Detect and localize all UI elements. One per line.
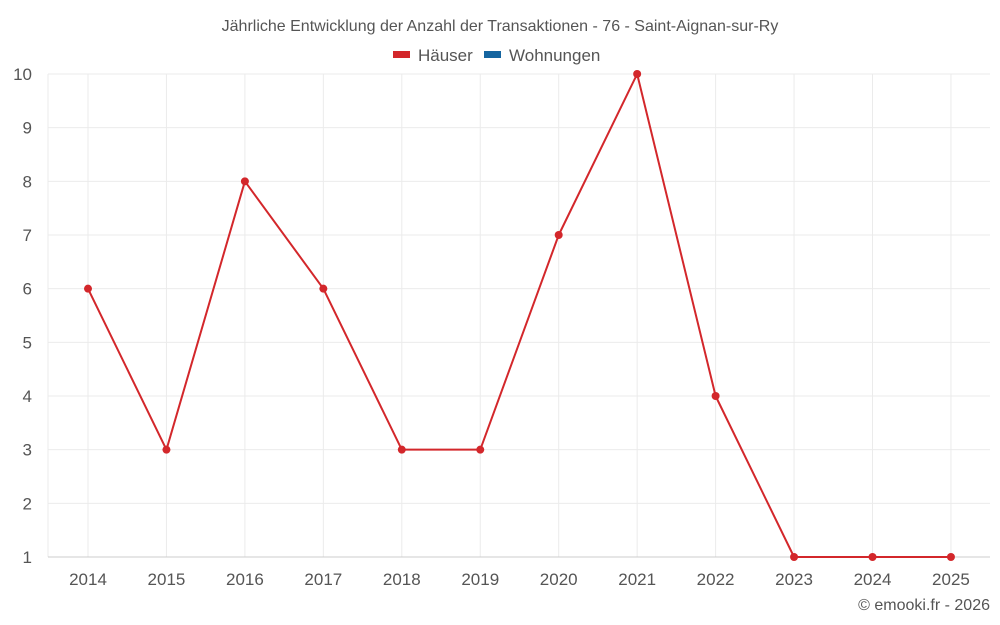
data-point[interactable] <box>319 284 328 293</box>
legend: Häuser Wohnungen <box>393 46 600 65</box>
data-point[interactable] <box>946 553 955 561</box>
data-point[interactable] <box>84 284 92 293</box>
y-axis-ticks: 1 2 3 4 5 6 7 8 9 10 <box>13 65 32 567</box>
y-tick-label: 8 <box>23 172 32 191</box>
data-point[interactable] <box>476 445 485 454</box>
x-tick-label: 2020 <box>540 570 578 589</box>
y-tick-label: 7 <box>23 226 32 245</box>
x-tick-label: 2024 <box>854 570 892 589</box>
x-gridlines <box>47 74 952 557</box>
legend-item-haeuser[interactable]: Häuser <box>393 46 473 65</box>
legend-label-wohnungen: Wohnungen <box>509 46 600 65</box>
data-point[interactable] <box>790 553 799 561</box>
x-tick-label: 2023 <box>775 570 813 589</box>
series-layer <box>84 70 955 561</box>
data-point[interactable] <box>868 553 877 561</box>
legend-label-haeuser: Häuser <box>418 46 473 65</box>
y-tick-label: 9 <box>23 119 32 138</box>
data-point[interactable] <box>711 392 720 400</box>
x-tick-label: 2017 <box>304 570 342 589</box>
legend-item-wohnungen[interactable]: Wohnungen <box>484 46 600 65</box>
y-tick-label: 4 <box>23 387 32 406</box>
x-tick-label: 2019 <box>461 570 499 589</box>
x-tick-label: 2014 <box>69 570 107 589</box>
data-point[interactable] <box>162 445 171 454</box>
y-tick-label: 2 <box>23 494 32 513</box>
chart-title: Jährliche Entwicklung der Anzahl der Tra… <box>222 18 779 35</box>
legend-swatch-wohnungen <box>484 51 501 58</box>
credit-text: © emooki.fr - 2026 <box>858 597 990 614</box>
y-tick-label: 1 <box>23 548 32 567</box>
legend-swatch-haeuser <box>393 51 410 58</box>
data-point[interactable] <box>240 177 249 186</box>
data-point[interactable] <box>633 70 642 78</box>
x-tick-label: 2018 <box>383 570 421 589</box>
x-tick-label: 2015 <box>148 570 186 589</box>
x-tick-label: 2016 <box>226 570 264 589</box>
y-tick-label: 3 <box>23 441 32 460</box>
y-tick-label: 5 <box>23 333 32 352</box>
data-point[interactable] <box>554 231 563 239</box>
y-gridlines <box>48 73 990 504</box>
y-tick-label: 10 <box>13 65 32 84</box>
x-tick-label: 2025 <box>932 570 970 589</box>
x-tick-label: 2022 <box>697 570 735 589</box>
x-tick-label: 2021 <box>618 570 656 589</box>
series-line-0 <box>87 73 951 558</box>
data-point[interactable] <box>397 445 406 454</box>
x-axis-ticks: 2014 2015 2016 2017 2018 2019 2020 2021 2022 2023… <box>69 570 970 589</box>
y-tick-label: 6 <box>23 280 32 299</box>
